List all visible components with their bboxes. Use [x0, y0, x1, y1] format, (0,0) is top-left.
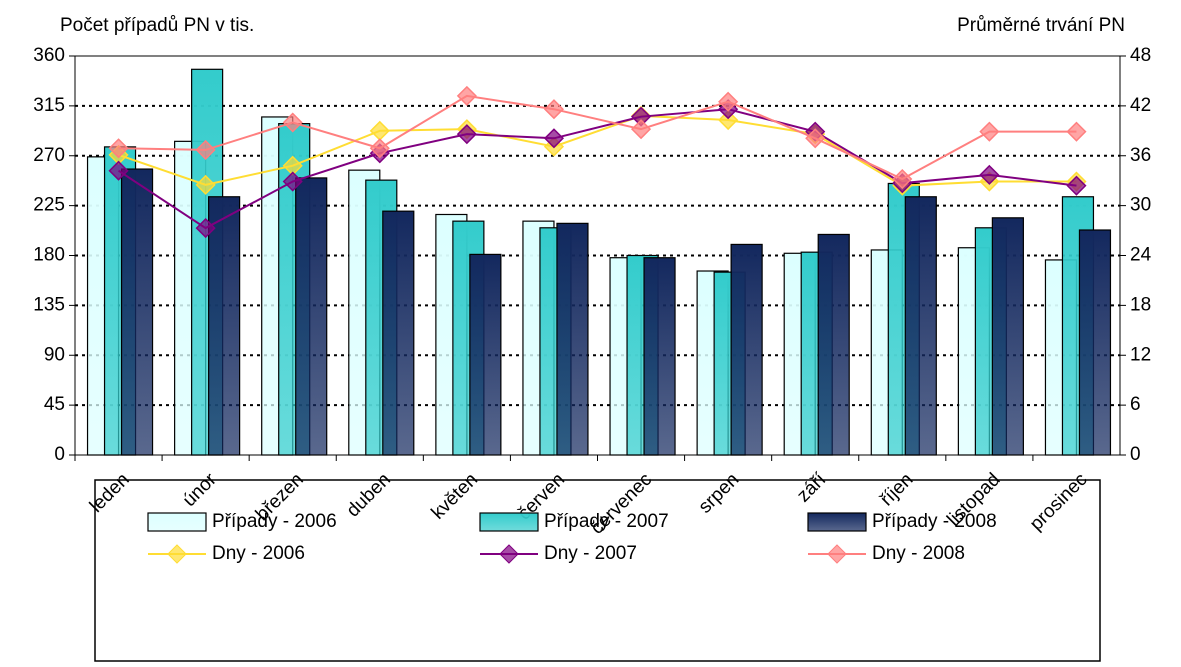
y-tick-label: 315: [33, 95, 65, 116]
legend-label: Dny - 2007: [544, 543, 637, 564]
line: [118, 94, 1077, 181]
y2-tick-label: 42: [1130, 95, 1151, 116]
marker: [1066, 175, 1087, 196]
bar: [208, 196, 241, 456]
marker: [630, 119, 652, 140]
y-axis-title: Počet případů PN v tis.: [60, 15, 254, 36]
y2-tick-label: 0: [1130, 444, 1141, 465]
y-tick-label: 180: [33, 245, 65, 266]
y2-tick-label: 30: [1130, 195, 1151, 216]
marker: [195, 218, 216, 239]
y-tick-label: 90: [44, 344, 65, 365]
bar: [295, 177, 328, 456]
bar: [991, 217, 1024, 456]
legend-swatch: [479, 512, 539, 532]
legend-label: Dny - 2008: [872, 543, 965, 564]
y-tick-label: 360: [33, 45, 65, 66]
bar: [556, 222, 589, 456]
marker: [543, 128, 565, 149]
legend-label: Dny - 2006: [212, 543, 305, 564]
marker: [1066, 121, 1087, 142]
marker: [718, 91, 739, 112]
marker: [108, 160, 129, 181]
y2-axis-title: Průměrné trvání PN: [957, 15, 1125, 36]
bar: [904, 196, 937, 456]
marker: [282, 171, 303, 192]
marker: [456, 85, 477, 106]
marker: [805, 128, 826, 149]
y-tick-label: 0: [54, 444, 65, 465]
legend-swatch: [807, 512, 867, 532]
bar: [469, 253, 502, 456]
y-tick-label: 270: [33, 145, 65, 166]
marker: [195, 174, 216, 195]
bar: [120, 168, 154, 456]
legend-label: Případy - 2008: [872, 511, 997, 532]
bar: [817, 233, 850, 456]
y-tick-label: 45: [44, 394, 65, 415]
marker: [543, 99, 565, 120]
y2-tick-label: 12: [1130, 344, 1151, 365]
marker: [369, 120, 390, 141]
marker: [195, 139, 216, 160]
line: [118, 114, 1077, 187]
legend-swatch: [499, 544, 519, 564]
legend-swatch: [147, 512, 207, 532]
y2-tick-label: 24: [1130, 245, 1152, 266]
legend-label: Případy - 2006: [212, 511, 337, 532]
y2-tick-label: 48: [1130, 45, 1151, 66]
marker: [979, 121, 1000, 142]
legend-swatch: [167, 544, 187, 564]
marker: [369, 138, 390, 159]
marker: [456, 124, 477, 145]
y-tick-label: 135: [33, 294, 65, 315]
marker: [718, 109, 739, 131]
marker: [108, 138, 129, 159]
y2-tick-label: 6: [1130, 394, 1141, 415]
legend-swatch: [827, 544, 847, 564]
bar: [1078, 229, 1112, 456]
legend-label: Případy - 2007: [544, 511, 669, 532]
y2-tick-label: 18: [1130, 294, 1151, 315]
legend-box: [94, 479, 1101, 662]
y2-tick-label: 36: [1130, 145, 1151, 166]
marker: [892, 168, 913, 190]
bar: [382, 210, 415, 456]
bar: [643, 257, 676, 456]
bar: [730, 243, 763, 456]
marker: [282, 112, 303, 133]
marker: [979, 164, 1000, 185]
line: [117, 108, 1077, 230]
y-tick-label: 225: [33, 195, 65, 216]
